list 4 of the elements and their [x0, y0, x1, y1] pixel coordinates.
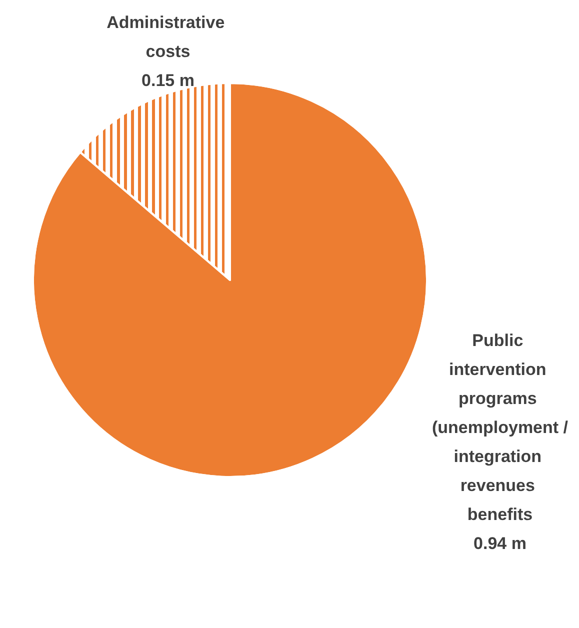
slice-label: Administrative costs [106, 13, 230, 61]
data-label: 0.15 m [142, 71, 194, 90]
data-label: 0.94 m [474, 534, 526, 553]
slice-label: Public intervention programs (unemployment /integration revenues benefits [432, 331, 568, 524]
